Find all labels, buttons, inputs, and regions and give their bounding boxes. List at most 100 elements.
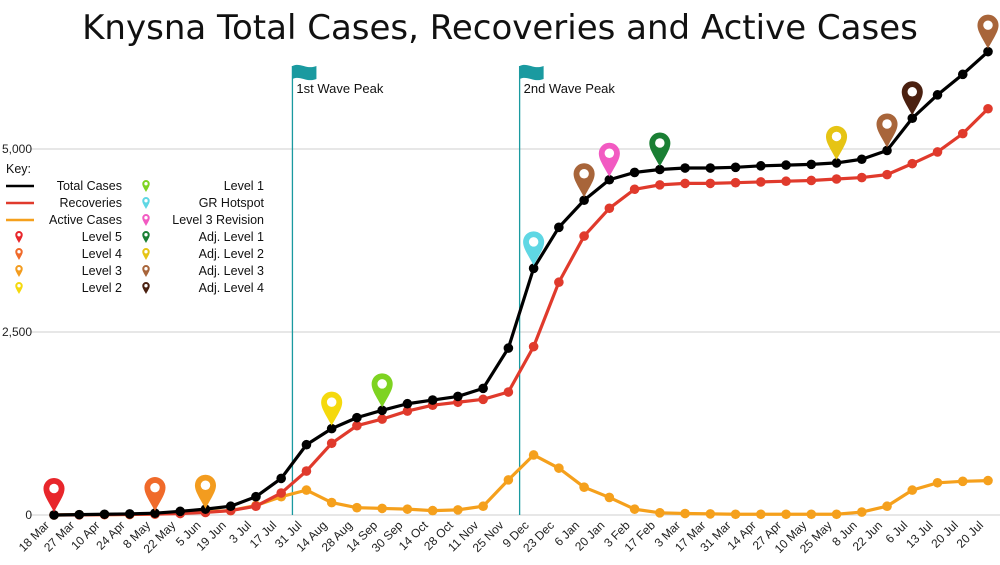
active-cases-point bbox=[528, 450, 539, 460]
recoveries-point bbox=[957, 128, 968, 139]
total-cases-point bbox=[983, 46, 993, 57]
recoveries-point bbox=[983, 103, 993, 114]
wave-annotations: 1st Wave Peak 2nd Wave Peak bbox=[291, 64, 616, 515]
level-pin-icon-hole bbox=[579, 169, 589, 179]
legend-label: Active Cases bbox=[49, 213, 122, 227]
total-cases-point bbox=[503, 343, 514, 353]
legend-label: Adj. Level 4 bbox=[199, 281, 264, 295]
total-cases-point bbox=[276, 473, 286, 484]
active-cases-point bbox=[856, 507, 867, 517]
total-cases-line bbox=[53, 50, 990, 517]
legend-pin-icon bbox=[142, 214, 150, 226]
total-cases-point bbox=[705, 163, 716, 173]
recoveries-point bbox=[907, 158, 918, 169]
legend-pin-icon bbox=[15, 248, 23, 260]
active-cases-point bbox=[957, 476, 968, 487]
total-cases-point bbox=[99, 509, 110, 520]
recoveries-point bbox=[301, 466, 312, 476]
flag-icon bbox=[519, 64, 544, 81]
recoveries-point bbox=[831, 174, 842, 184]
level-pin-icon-hole bbox=[150, 482, 160, 493]
level-pin-icon bbox=[321, 391, 343, 426]
legend-pin-icon-hole bbox=[17, 284, 21, 288]
level-pin-icon-hole bbox=[831, 131, 842, 142]
total-cases-point bbox=[932, 90, 943, 100]
level-pin-icon bbox=[523, 231, 545, 266]
recoveries-point bbox=[756, 177, 766, 187]
active-cases-point bbox=[705, 509, 716, 519]
legend-pin-icon-hole bbox=[17, 250, 21, 254]
active-cases-point bbox=[427, 505, 438, 516]
total-cases-point bbox=[326, 423, 337, 434]
recoveries-point bbox=[528, 341, 539, 352]
level-pin-icon-hole bbox=[983, 20, 993, 30]
total-cases-point bbox=[528, 263, 539, 274]
legend-label: Adj. Level 2 bbox=[199, 247, 264, 261]
active-cases-point bbox=[781, 509, 791, 520]
active-cases-point bbox=[655, 508, 665, 518]
legend-label: Level 3 Revision bbox=[172, 213, 264, 227]
level-pin-icon-hole bbox=[377, 379, 387, 389]
level-pin-icon bbox=[43, 478, 65, 512]
active-cases-point bbox=[326, 497, 337, 508]
total-cases-point bbox=[427, 395, 438, 405]
total-cases-point bbox=[175, 506, 186, 517]
active-cases-point bbox=[352, 502, 362, 513]
y-axis: 0 2,500 5,000 bbox=[2, 142, 32, 522]
legend-pin-icon-hole bbox=[144, 199, 148, 203]
y-tick-label: 2,500 bbox=[2, 325, 32, 339]
total-cases-point bbox=[554, 222, 564, 233]
legend-label: Adj. Level 3 bbox=[199, 264, 264, 278]
flag-icon bbox=[292, 64, 317, 81]
legend-pin-icon-hole bbox=[144, 250, 148, 254]
total-cases-point bbox=[655, 164, 665, 175]
total-cases-point bbox=[680, 163, 690, 173]
active-cases-point bbox=[932, 477, 943, 488]
y-tick-label: 5,000 bbox=[2, 142, 32, 156]
legend-pin-icon bbox=[15, 265, 23, 277]
total-cases-point bbox=[377, 405, 387, 416]
x-tick-label: 17 Jul bbox=[247, 518, 280, 551]
legend-label: Adj. Level 1 bbox=[199, 230, 264, 244]
active-cases-point bbox=[453, 505, 463, 515]
active-cases-point bbox=[730, 509, 741, 520]
legend-pin-icon bbox=[142, 282, 150, 294]
legend-pin-icon-hole bbox=[17, 267, 21, 271]
active-cases-point bbox=[756, 509, 766, 520]
active-cases-point bbox=[579, 482, 589, 492]
wave-peak-label: 2nd Wave Peak bbox=[524, 81, 616, 96]
level-pin-icon bbox=[573, 163, 595, 198]
x-tick-label: 20 Jul bbox=[954, 518, 987, 551]
recoveries-point bbox=[806, 175, 817, 186]
legend-pin-icon-hole bbox=[144, 233, 148, 237]
active-cases-point bbox=[478, 501, 488, 512]
total-cases-point bbox=[756, 161, 766, 171]
legend-label: Total Cases bbox=[57, 179, 122, 193]
recoveries-point bbox=[680, 178, 690, 189]
level-pin-icon bbox=[371, 373, 393, 408]
recoveries-point bbox=[554, 277, 564, 288]
x-tick-label: 20 Jul bbox=[928, 518, 961, 551]
total-cases-point bbox=[579, 195, 589, 206]
total-cases-point bbox=[150, 508, 160, 518]
legend-pin-icon bbox=[142, 180, 150, 192]
legend-pin-icon-hole bbox=[144, 284, 148, 288]
total-cases-point bbox=[402, 398, 413, 409]
total-cases-point bbox=[74, 509, 85, 520]
legend-pin-icon bbox=[142, 231, 150, 243]
legend-label: Level 3 bbox=[82, 264, 122, 278]
legend-title: Key: bbox=[6, 162, 31, 176]
level-pin-icon bbox=[977, 14, 999, 49]
level-pin-icon-hole bbox=[528, 237, 539, 247]
legend-pin-icon-hole bbox=[144, 182, 148, 186]
legend-label: Level 5 bbox=[82, 230, 122, 244]
recoveries-point bbox=[856, 172, 867, 183]
active-cases-point bbox=[377, 503, 387, 514]
recoveries-point bbox=[276, 488, 286, 498]
recoveries-point bbox=[402, 406, 413, 416]
active-cases-point bbox=[680, 508, 690, 519]
legend: Key: Total Cases Recoveries Active Cases Lev… bbox=[6, 162, 265, 295]
active-cases-point bbox=[983, 475, 993, 486]
